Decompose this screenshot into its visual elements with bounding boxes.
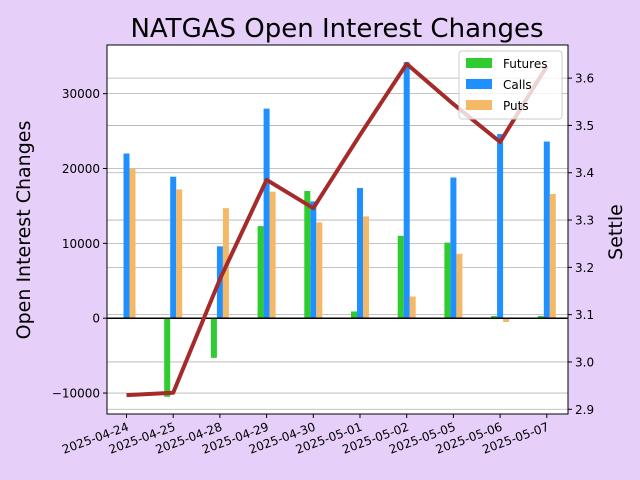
bar-calls-2025-05-05 [450,177,457,319]
bar-puts-2025-04-29 [269,191,276,319]
bar-puts-2025-05-02 [409,296,416,319]
bar-futures-2025-04-28 [210,318,217,358]
bar-calls-2025-05-02 [403,62,410,319]
y2-tick-label: 3.0 [575,355,594,369]
y-tick-label: 10000 [62,237,100,251]
y-axis-left: −10000 0 10000 20000 30000 [52,87,107,401]
y2-tick-label: 3.2 [575,261,594,275]
y-axis-right: 2.9 3.0 3.1 3.2 3.3 3.4 3.5 3.6 [568,72,594,417]
plot-frame [106,44,569,415]
bar-futures-2025-05-02 [397,235,404,319]
legend-label-futures: Futures [503,57,547,71]
bar-calls-2025-05-01 [357,187,363,319]
legend-swatch-puts [466,100,492,110]
y2-tick-label: 3.5 [575,119,594,133]
bar-futures-2025-05-05 [444,242,451,319]
bar-puts-2025-04-24 [129,168,136,319]
bar-futures-2025-04-29 [257,226,264,319]
y-tick-label: 20000 [62,162,100,176]
bar-puts-2025-04-30 [316,222,323,319]
legend-swatch-futures [466,58,492,68]
bar-puts-2025-05-07 [549,193,556,319]
bar-calls-2025-04-30 [310,201,317,319]
bar-futures-2025-04-30 [304,190,311,319]
legend-swatch-calls [466,79,492,89]
bar-calls-2025-04-24 [123,153,130,319]
settle-line [126,61,549,398]
legend-label-calls: Calls [503,78,532,92]
bar-calls-2025-05-07 [543,141,550,319]
bar-puts-2025-04-25 [176,189,183,319]
y2-tick-label: 3.3 [575,214,594,228]
y2-tick-label: 3.4 [575,166,594,180]
y2-tick-label: 3.1 [575,308,594,322]
y-tick-label: 0 [92,312,100,326]
y2-tick-label: 3.6 [575,72,594,86]
bar-futures-2025-05-01 [351,311,357,319]
y2-tick-label: 2.9 [575,403,594,417]
x-axis: 2025-04-242025-04-252025-04-282025-04-29… [60,414,551,457]
chart-title: NATGAS Open Interest Changes [130,14,543,44]
bar-puts-2025-05-05 [456,253,463,319]
bar-futures-2025-04-25 [164,318,171,397]
bar-futures-2025-05-06 [491,315,498,319]
y2-axis-label: Settle [605,204,627,260]
bar-calls-2025-04-25 [170,176,177,319]
y-tick-label: 30000 [62,87,100,101]
y-tick-label: −10000 [52,387,100,401]
bar-puts-2025-05-06 [503,318,510,322]
bar-futures-2025-05-07 [537,315,544,319]
bar-puts-2025-05-01 [363,216,369,319]
bar-calls-2025-05-06 [497,134,504,319]
bar-calls-2025-04-29 [263,108,270,319]
y-axis-label: Open Interest Changes [13,121,35,340]
legend: Futures Calls Puts [458,50,563,120]
legend-label-puts: Puts [503,99,529,113]
